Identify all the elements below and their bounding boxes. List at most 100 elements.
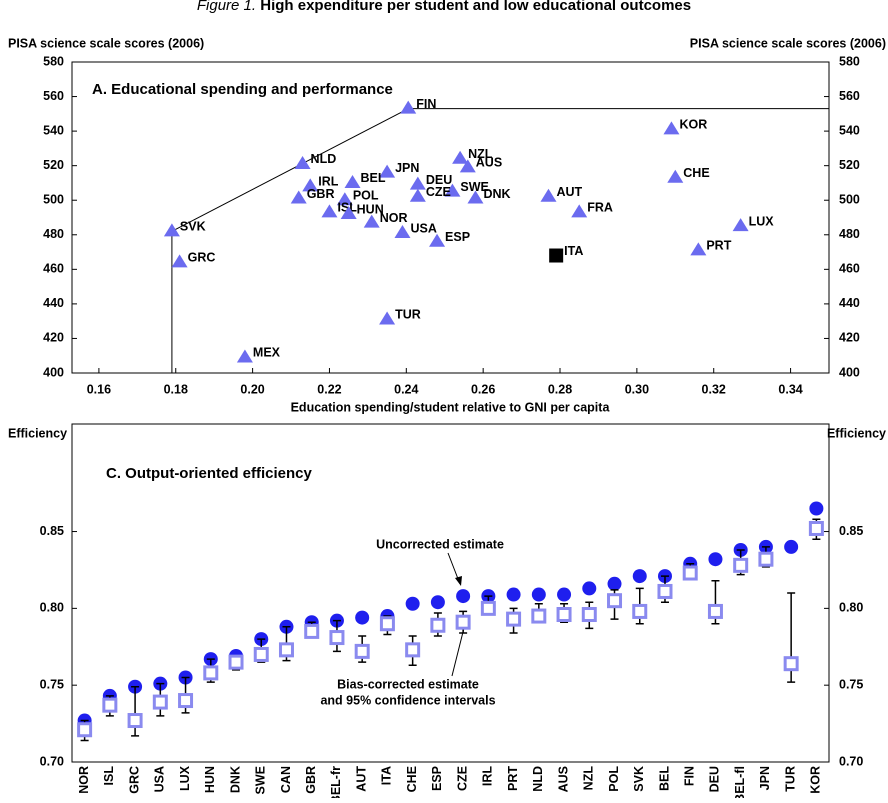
annotation: and 95% confidence intervals	[320, 693, 495, 707]
point	[253, 646, 269, 662]
point-label: ESP	[445, 230, 470, 244]
x-tick-label: PRT	[506, 766, 520, 791]
point	[354, 643, 370, 659]
point	[321, 204, 338, 218]
x-tick-label: NLD	[531, 766, 545, 792]
point	[409, 188, 426, 202]
x-tick-label: 0.32	[702, 382, 726, 396]
point	[783, 656, 799, 672]
point-label: AUT	[556, 185, 582, 199]
point	[459, 159, 476, 173]
y-tick-label: 540	[43, 123, 64, 137]
y2-tick-label: 0.75	[839, 677, 863, 691]
x-tick-label: 0.16	[87, 382, 111, 396]
point-label: GBR	[307, 187, 335, 201]
plot-frame	[71, 61, 830, 374]
point	[549, 248, 564, 263]
y2-tick-label: 580	[839, 54, 860, 68]
y-tick-label: 420	[43, 331, 64, 345]
point	[203, 665, 219, 681]
point-label: PRT	[706, 239, 731, 253]
point-label: NLD	[311, 152, 337, 166]
point	[363, 214, 380, 228]
x-tick-label: GBR	[304, 766, 318, 794]
y-tick-label: 580	[43, 54, 64, 68]
x-tick-label: 0.20	[240, 382, 264, 396]
point	[302, 178, 319, 192]
point	[455, 614, 471, 630]
point-label: FIN	[416, 97, 436, 111]
y2-tick-label: 0.80	[839, 601, 863, 615]
point-label: DEU	[426, 173, 452, 187]
y2-tick-label: 520	[839, 158, 860, 172]
point-label: USA	[410, 221, 436, 235]
point	[452, 150, 469, 164]
y2-tick-label: 0.70	[839, 754, 863, 768]
x-tick-label: IRL	[481, 766, 495, 787]
y2-tick-label: 400	[839, 365, 860, 379]
x-tick-label: LUX	[178, 765, 192, 791]
point	[540, 188, 557, 202]
point	[379, 311, 396, 325]
error-bar	[131, 685, 140, 737]
x-tick-label: BEL	[657, 766, 671, 791]
point	[758, 551, 774, 567]
x-tick-label: BEL-fr	[329, 766, 343, 798]
point-label: FRA	[587, 201, 613, 215]
point-label: SWE	[460, 180, 488, 194]
point	[632, 603, 648, 619]
point	[467, 190, 484, 204]
point-label: NOR	[380, 211, 408, 225]
x-tick-label: 0.30	[625, 382, 649, 396]
point-label: MEX	[253, 346, 281, 360]
x-axis-title: Education spending/student relative to G…	[291, 400, 611, 414]
x-tick-label: AUS	[556, 766, 570, 792]
y-tick-label: 400	[43, 365, 64, 379]
y2-tick-label: 460	[839, 262, 860, 276]
y-tick-label: 520	[43, 158, 64, 172]
point	[379, 164, 396, 178]
point	[405, 596, 420, 611]
point-label: GRC	[188, 251, 216, 265]
point	[663, 121, 680, 135]
point	[556, 607, 572, 623]
panel-title: A. Educational spending and performance	[92, 81, 393, 98]
x-tick-label: FIN	[683, 766, 697, 786]
point	[571, 204, 588, 218]
x-tick-label: USA	[153, 766, 167, 792]
point-label: JPN	[395, 161, 419, 175]
point	[304, 623, 320, 639]
point	[809, 501, 824, 516]
annotation: Bias-corrected estimate	[337, 677, 479, 691]
figure-title-text: High expenditure per student and low edu…	[260, 0, 691, 14]
x-tick-label: SWE	[254, 766, 268, 794]
point	[344, 174, 361, 188]
y-tick-label: 560	[43, 89, 64, 103]
point	[394, 225, 411, 239]
x-tick-label: CZE	[455, 766, 469, 791]
y-tick-label: 0.80	[40, 601, 64, 615]
y2-tick-label: 440	[839, 296, 860, 310]
y2-tick-label: 540	[839, 123, 860, 137]
x-tick-label: 0.34	[778, 382, 802, 396]
y-tick-label: 480	[43, 227, 64, 241]
point	[808, 520, 824, 536]
point	[178, 693, 194, 709]
x-tick-label: 0.18	[164, 382, 188, 396]
point	[784, 539, 799, 554]
point	[152, 694, 168, 710]
x-tick-label: AUT	[354, 766, 368, 792]
point	[77, 722, 93, 738]
point-label: NZL	[468, 147, 493, 161]
point-label: AUS	[476, 156, 502, 170]
point	[531, 608, 547, 624]
point	[430, 617, 446, 633]
x-tick-label: NOR	[77, 766, 91, 794]
annotation-arrowhead	[455, 576, 462, 586]
y-tick-label: 440	[43, 296, 64, 310]
point	[127, 713, 143, 729]
point	[290, 190, 307, 204]
point	[581, 607, 597, 623]
point	[228, 654, 244, 670]
point	[429, 233, 446, 247]
